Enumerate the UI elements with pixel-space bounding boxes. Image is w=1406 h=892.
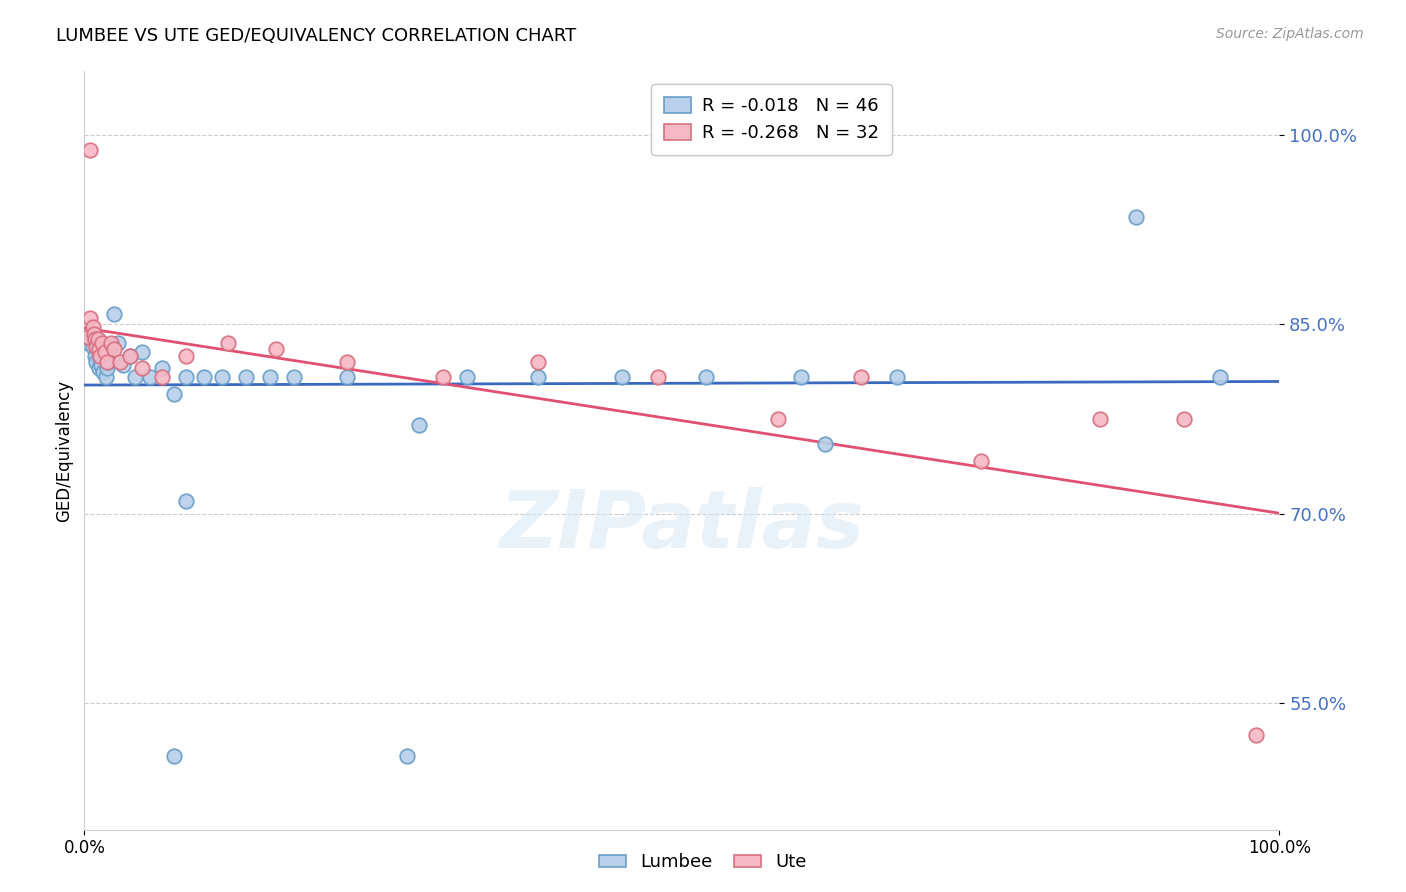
Point <box>150 361 173 376</box>
Point <box>527 370 550 384</box>
Point <box>94 370 117 384</box>
Point <box>886 370 908 384</box>
Point <box>86 355 108 369</box>
Point <box>83 330 105 344</box>
Point <box>100 336 122 351</box>
Point <box>93 365 115 379</box>
Point <box>1244 728 1267 742</box>
Point <box>91 336 114 351</box>
Point <box>336 370 359 384</box>
Text: LUMBEE VS UTE GED/EQUIVALENCY CORRELATION CHART: LUMBEE VS UTE GED/EQUIVALENCY CORRELATIO… <box>56 27 576 45</box>
Text: ZIPatlas: ZIPatlas <box>499 487 865 566</box>
Point <box>118 349 141 363</box>
Point <box>193 370 215 384</box>
Point <box>131 345 153 359</box>
Point <box>100 340 122 354</box>
Point <box>111 358 134 372</box>
Point <box>131 361 153 376</box>
Point <box>647 370 669 384</box>
Point <box>336 355 359 369</box>
Point <box>83 327 105 342</box>
Point <box>110 355 132 369</box>
Point <box>174 494 197 508</box>
Point <box>259 370 281 384</box>
Point <box>84 332 107 346</box>
Point <box>82 340 104 354</box>
Point <box>432 370 454 384</box>
Point <box>174 370 197 384</box>
Point <box>150 370 173 384</box>
Point <box>408 418 430 433</box>
Point <box>217 336 239 351</box>
Point <box>1125 210 1147 224</box>
Point <box>86 340 108 354</box>
Point <box>96 355 118 369</box>
Point <box>79 332 101 346</box>
Point <box>90 358 112 372</box>
Point <box>163 749 186 764</box>
Point <box>118 349 141 363</box>
Point <box>84 349 107 363</box>
Point <box>93 345 115 359</box>
Point <box>79 143 101 157</box>
Point <box>103 307 125 321</box>
Point <box>1173 412 1195 426</box>
Point <box>96 361 118 376</box>
Point <box>211 370 233 384</box>
Point <box>89 349 111 363</box>
Legend: Lumbee, Ute: Lumbee, Ute <box>592 847 814 879</box>
Point <box>1209 370 1232 384</box>
Point <box>264 343 287 357</box>
Point <box>695 370 717 384</box>
Point <box>89 352 111 367</box>
Point <box>851 370 873 384</box>
Point <box>124 370 146 384</box>
Point <box>86 332 108 346</box>
Point <box>174 349 197 363</box>
Point <box>86 343 108 357</box>
Point <box>93 349 115 363</box>
Point <box>396 749 419 764</box>
Point <box>766 412 789 426</box>
Legend: R = -0.018   N = 46, R = -0.268   N = 32: R = -0.018 N = 46, R = -0.268 N = 32 <box>651 84 891 155</box>
Text: Source: ZipAtlas.com: Source: ZipAtlas.com <box>1216 27 1364 41</box>
Point <box>79 310 101 325</box>
Point <box>97 355 120 369</box>
Point <box>1090 412 1112 426</box>
Point <box>87 343 110 357</box>
Point <box>103 343 125 357</box>
Point <box>970 453 993 467</box>
Y-axis label: GED/Equivalency: GED/Equivalency <box>55 379 73 522</box>
Point <box>790 370 813 384</box>
Point <box>139 370 162 384</box>
Point <box>235 370 257 384</box>
Point <box>91 345 114 359</box>
Point <box>814 437 837 451</box>
Point <box>77 330 100 344</box>
Point <box>77 336 100 351</box>
Point <box>107 336 129 351</box>
Point <box>527 355 550 369</box>
Point <box>87 361 110 376</box>
Point <box>612 370 634 384</box>
Point <box>82 319 104 334</box>
Point <box>283 370 305 384</box>
Point <box>456 370 478 384</box>
Point <box>163 386 186 401</box>
